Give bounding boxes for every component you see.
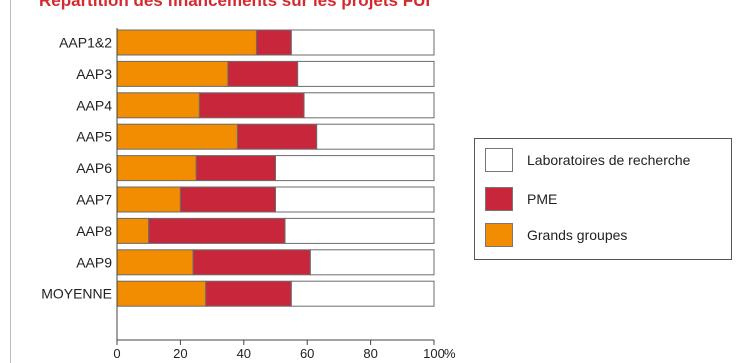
x-tick-label: 0: [113, 346, 120, 361]
x-tick-label: 60: [300, 346, 314, 361]
category-label: AAP3: [76, 66, 112, 82]
bar-grands-groupes-4: [116, 155, 197, 182]
bar-grands-groupes-8: [116, 280, 207, 307]
bar-laboratoires-de-recherche-7: [309, 249, 435, 276]
legend-label-grands-groupes: Grands groupes: [527, 227, 628, 243]
x-axis: 0 20 40 60 80 100%: [113, 28, 456, 361]
bar-pme-3: [236, 123, 318, 150]
legend-label-pme: PME: [527, 191, 558, 207]
bar-grands-groupes-3: [116, 123, 238, 150]
bar-laboratoires-de-recherche-1: [297, 60, 435, 87]
legend-item-grands-groupes: Grands groupes: [485, 223, 627, 247]
bar-laboratoires-de-recherche-3: [316, 123, 435, 150]
legend: Laboratoires de recherche PME Grands gro…: [474, 138, 732, 260]
category-label: AAP7: [76, 192, 112, 208]
bar-pme-8: [205, 280, 292, 307]
bar-pme-5: [179, 186, 276, 213]
category-label: MOYENNE: [41, 286, 112, 302]
category-label: AAP6: [76, 160, 112, 176]
bar-grands-groupes-0: [116, 29, 257, 56]
bar-grands-groupes-7: [116, 249, 194, 276]
bar-pme-2: [198, 92, 305, 119]
x-tick-label: 20: [173, 346, 187, 361]
bar-pme-1: [227, 60, 299, 87]
x-tick-label: 40: [237, 346, 251, 361]
bar-grands-groupes-1: [116, 60, 229, 87]
bar-pme-4: [195, 155, 276, 182]
chart-title: Répartition des financements sur les pro…: [39, 0, 431, 10]
legend-swatch-grands-groupes: [485, 223, 513, 247]
bar-pme-6: [148, 217, 286, 244]
legend-item-laboratoires: Laboratoires de recherche: [485, 148, 690, 172]
frame-line: [10, 0, 11, 363]
bar-laboratoires-de-recherche-4: [275, 155, 435, 182]
legend-label-laboratoires: Laboratoires de recherche: [527, 152, 691, 168]
legend-swatch-pme: [485, 187, 513, 211]
bar-pme-7: [192, 249, 311, 276]
category-label: AAP9: [76, 254, 112, 270]
bar-laboratoires-de-recherche-2: [303, 92, 435, 119]
bars-group: [116, 29, 435, 307]
bar-grands-groupes-6: [116, 217, 150, 244]
category-label: AAP4: [76, 97, 112, 113]
bar-pme-0: [255, 29, 292, 56]
bar-laboratoires-de-recherche-5: [275, 186, 435, 213]
legend-item-pme: PME: [485, 187, 557, 211]
bar-laboratoires-de-recherche-6: [284, 217, 435, 244]
category-label: AAP8: [76, 223, 112, 239]
category-label: AAP5: [76, 129, 112, 145]
x-tick-label: 100: [423, 346, 445, 361]
category-label: AAP1&2: [59, 35, 112, 51]
bar-laboratoires-de-recherche-0: [290, 29, 435, 56]
bar-laboratoires-de-recherche-8: [290, 280, 435, 307]
x-unit-label: %: [444, 346, 456, 361]
x-tick-label: 80: [363, 346, 377, 361]
legend-swatch-laboratoires: [485, 148, 513, 172]
bar-grands-groupes-2: [116, 92, 200, 119]
bar-grands-groupes-5: [116, 186, 181, 213]
category-labels: AAP1&2 AAP3 AAP4 AAP5 AAP6 AAP7 AAP8 AAP9 MOYENN…: [41, 35, 112, 302]
